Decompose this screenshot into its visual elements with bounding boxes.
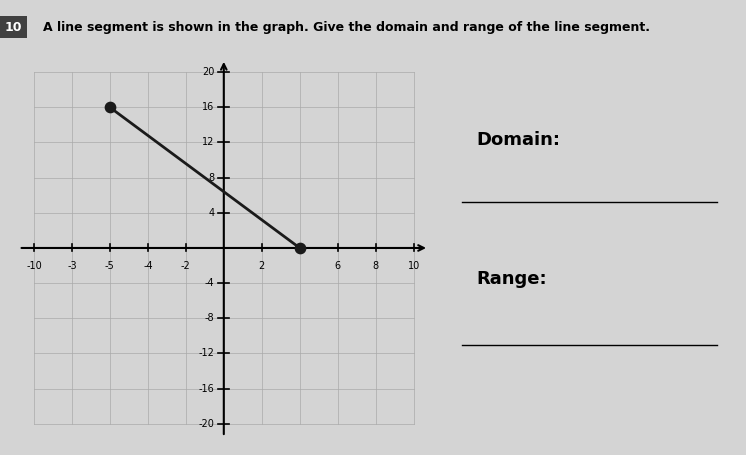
Text: -20: -20 <box>198 419 214 429</box>
Text: 10: 10 <box>4 21 22 34</box>
Point <box>294 244 306 252</box>
Text: -5: -5 <box>105 261 115 271</box>
Text: 2: 2 <box>259 261 265 271</box>
Text: -2: -2 <box>181 261 191 271</box>
Text: 12: 12 <box>202 137 214 147</box>
Text: 16: 16 <box>202 102 214 112</box>
Text: Domain:: Domain: <box>476 131 560 149</box>
Text: Range:: Range: <box>476 270 547 288</box>
Text: 20: 20 <box>202 67 214 77</box>
Text: -12: -12 <box>198 349 214 359</box>
Text: A line segment is shown in the graph. Give the domain and range of the line segm: A line segment is shown in the graph. Gi… <box>43 21 651 34</box>
Text: -16: -16 <box>198 384 214 394</box>
Point <box>104 104 116 111</box>
Text: -8: -8 <box>204 313 214 324</box>
Text: 8: 8 <box>373 261 379 271</box>
Text: -3: -3 <box>67 261 77 271</box>
Text: -4: -4 <box>204 278 214 288</box>
Text: 8: 8 <box>208 172 214 182</box>
Text: 6: 6 <box>335 261 341 271</box>
Text: -10: -10 <box>26 261 42 271</box>
Text: 4: 4 <box>208 208 214 218</box>
Text: 10: 10 <box>407 261 420 271</box>
Text: -4: -4 <box>143 261 153 271</box>
